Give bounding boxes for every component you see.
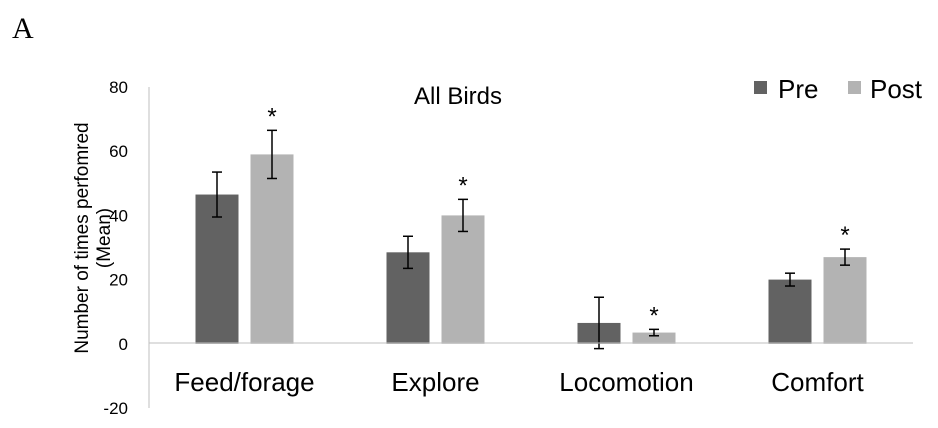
x-category-label-locomotion: Locomotion bbox=[559, 367, 693, 397]
y-axis-label-line-2: (Mean) bbox=[94, 208, 115, 268]
y-tick-label-80: 80 bbox=[109, 78, 128, 97]
error-bar-locomotion-post bbox=[649, 328, 659, 337]
significance-star-locomotion: * bbox=[649, 302, 658, 329]
chart-title: All Birds bbox=[414, 83, 502, 110]
error-bar-explore-pre bbox=[403, 235, 413, 270]
legend: Pre Post bbox=[754, 74, 923, 104]
bar-explore-post bbox=[441, 215, 485, 344]
bar-feed-forage-post bbox=[250, 154, 294, 344]
bar-comfort-pre bbox=[768, 279, 812, 344]
y-axis-label: Number of times perfomred (Mean) bbox=[72, 122, 115, 353]
bar-feed-forage-pre bbox=[195, 194, 239, 344]
x-category-label-feed-forage: Feed/forage bbox=[174, 367, 314, 397]
y-tick-label-60: 60 bbox=[109, 142, 128, 161]
error-bar-explore-post bbox=[458, 198, 468, 233]
y-tick-labels: 80 60 40 20 0 -20 bbox=[103, 78, 128, 418]
error-bar-comfort-post bbox=[840, 248, 850, 266]
error-bar-feed-forage-pre bbox=[212, 171, 222, 218]
legend-label-post: Post bbox=[870, 74, 923, 104]
error-bar-feed-forage-post bbox=[267, 129, 277, 180]
y-tick-label-0: 0 bbox=[119, 335, 128, 354]
error-bar-locomotion-pre bbox=[594, 296, 604, 350]
y-tick-label-20: 20 bbox=[109, 271, 128, 290]
x-category-labels: Feed/forage Explore Locomotion Comfort bbox=[174, 367, 864, 397]
bars bbox=[195, 154, 867, 344]
significance-markers: * * * * bbox=[267, 103, 849, 329]
y-tick-label-neg20: -20 bbox=[103, 399, 128, 418]
error-bar-comfort-pre bbox=[785, 272, 795, 287]
x-category-label-comfort: Comfort bbox=[771, 367, 864, 397]
legend-label-pre: Pre bbox=[778, 74, 818, 104]
y-tick-label-40: 40 bbox=[109, 206, 128, 225]
x-category-label-explore: Explore bbox=[391, 367, 479, 397]
bar-locomotion-post bbox=[632, 332, 676, 344]
significance-star-comfort: * bbox=[840, 222, 849, 249]
error-bars bbox=[212, 129, 850, 350]
significance-star-explore: * bbox=[458, 172, 467, 199]
significance-star-feed-forage: * bbox=[267, 103, 276, 130]
legend-swatch-pre bbox=[754, 81, 767, 94]
panel-label: A bbox=[12, 12, 34, 45]
y-axis-label-line-1: Number of times perfomred bbox=[72, 122, 93, 353]
legend-swatch-post bbox=[848, 81, 861, 94]
bar-comfort-post bbox=[823, 257, 867, 344]
